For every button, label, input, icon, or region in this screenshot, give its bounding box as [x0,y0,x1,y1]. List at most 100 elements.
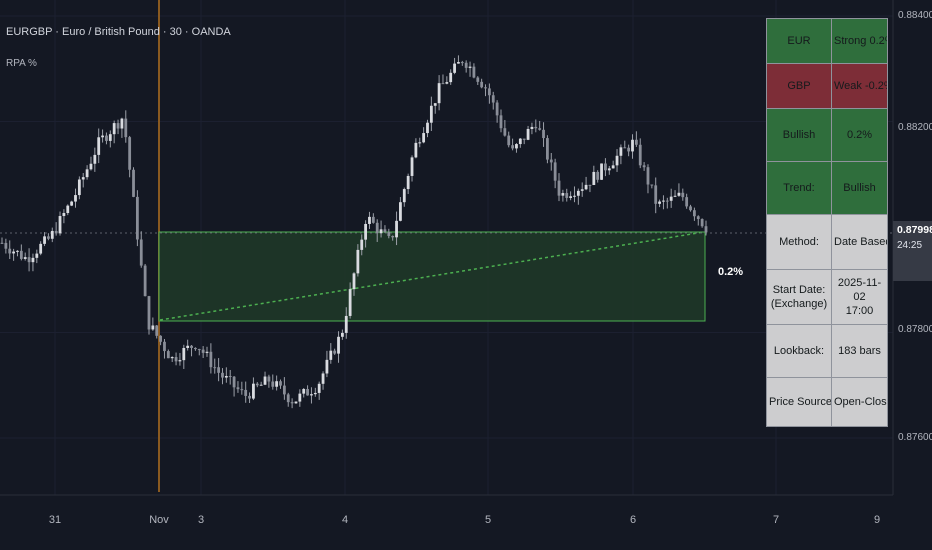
candle-body [252,383,255,399]
candle-body [468,66,472,68]
candle-body [62,213,66,217]
candle-body [627,147,631,152]
price-tick: 0.88400 [898,10,932,21]
candle-body [460,62,464,64]
candle-body [271,381,275,387]
candle-body [685,197,689,207]
candle-body [163,341,166,352]
candle-body [650,184,654,186]
candle-body [546,138,549,160]
bar-countdown: 24:25 [897,240,923,251]
candle-body [236,387,240,390]
candle-body [588,184,592,186]
candle-body [441,83,445,85]
table-row: GBP Weak -0.2% [766,63,888,109]
candle-body [437,83,441,104]
currency-1-name: EUR [766,18,832,64]
candle-body [530,126,534,129]
candle-body [294,401,298,404]
candle-body [611,165,615,169]
candle-body [689,206,692,211]
candle-body [116,123,120,129]
candle-body [105,135,108,141]
candle-body [623,147,627,149]
time-tick: 6 [629,514,637,526]
candle-body [553,162,557,181]
candle-body [511,145,514,149]
candle-body [275,381,279,387]
candle-body [16,250,19,252]
candle-body [480,81,484,88]
bias-value: 0.2% [831,108,888,162]
candle-body [147,296,151,330]
candle-body [290,402,294,404]
candle-body [669,196,673,201]
candle-body [429,105,433,123]
candle-body [642,165,646,168]
candle-body [174,357,178,362]
candle-body [70,201,74,206]
trend-label: Trend: [766,161,832,215]
candle-body [213,367,217,369]
candle-body [344,315,348,333]
candle-body [356,249,360,274]
candle-body [155,325,159,336]
candle-body [143,265,147,297]
candle-body [352,273,356,290]
candle-body [364,223,368,240]
symbol-title[interactable]: EURGBP · Euro / British Pound · 30 · OAN… [6,26,231,38]
candle-body [658,201,661,204]
candle-body [325,359,329,374]
candle-body [27,257,31,263]
candle-body [491,95,495,103]
candle-body [66,205,70,214]
candle-body [615,155,619,166]
lookback-label: Lookback: [766,324,832,378]
start-date-value-line-2: 17:00 [845,305,874,317]
candle-body [619,147,623,156]
start-date-label-line-2: (Exchange) [770,298,828,310]
candle-body [244,389,248,396]
candle-body [569,196,573,198]
candle-body [170,357,174,359]
current-price-value: 0.87998 [897,224,932,236]
candle-body [681,192,685,198]
candle-body [665,200,669,202]
candlestick-series [0,55,708,409]
candle-body [604,163,607,171]
candle-body [700,219,704,227]
candle-body [360,239,364,250]
candle-body [600,163,603,180]
candle-body [186,345,190,348]
candle-body [426,122,429,134]
candle-body [638,144,642,166]
candle-body [255,383,259,386]
candle-body [406,175,410,190]
table-row: Trend: Bullish [766,161,888,215]
indicator-name[interactable]: RPA % [6,58,37,69]
candle-body [302,389,306,394]
lookback-value: 183 bars [831,324,888,378]
candle-body [77,179,81,196]
candle-body [414,142,418,158]
candle-body [673,195,677,197]
candle-body [112,123,116,135]
candle-body [209,351,213,368]
rpa-info-table: EUR Strong 0.2% GBP Weak -0.2% Bullish 0… [766,18,888,427]
candle-body [646,167,650,185]
candle-body [101,135,104,138]
candle-body [337,336,340,354]
price-tick: 0.87600 [898,432,932,443]
candle-body [201,349,205,353]
candle-body [704,226,708,233]
method-value: Date Based [831,214,888,270]
candle-body [368,216,371,224]
candle-body [124,118,128,138]
candle-body [286,394,290,403]
candle-body [97,137,101,155]
range-trend-line [159,231,705,321]
start-date-value: 2025-11-02 17:00 [831,269,888,325]
candle-body [696,216,700,220]
candle-body [132,169,135,197]
